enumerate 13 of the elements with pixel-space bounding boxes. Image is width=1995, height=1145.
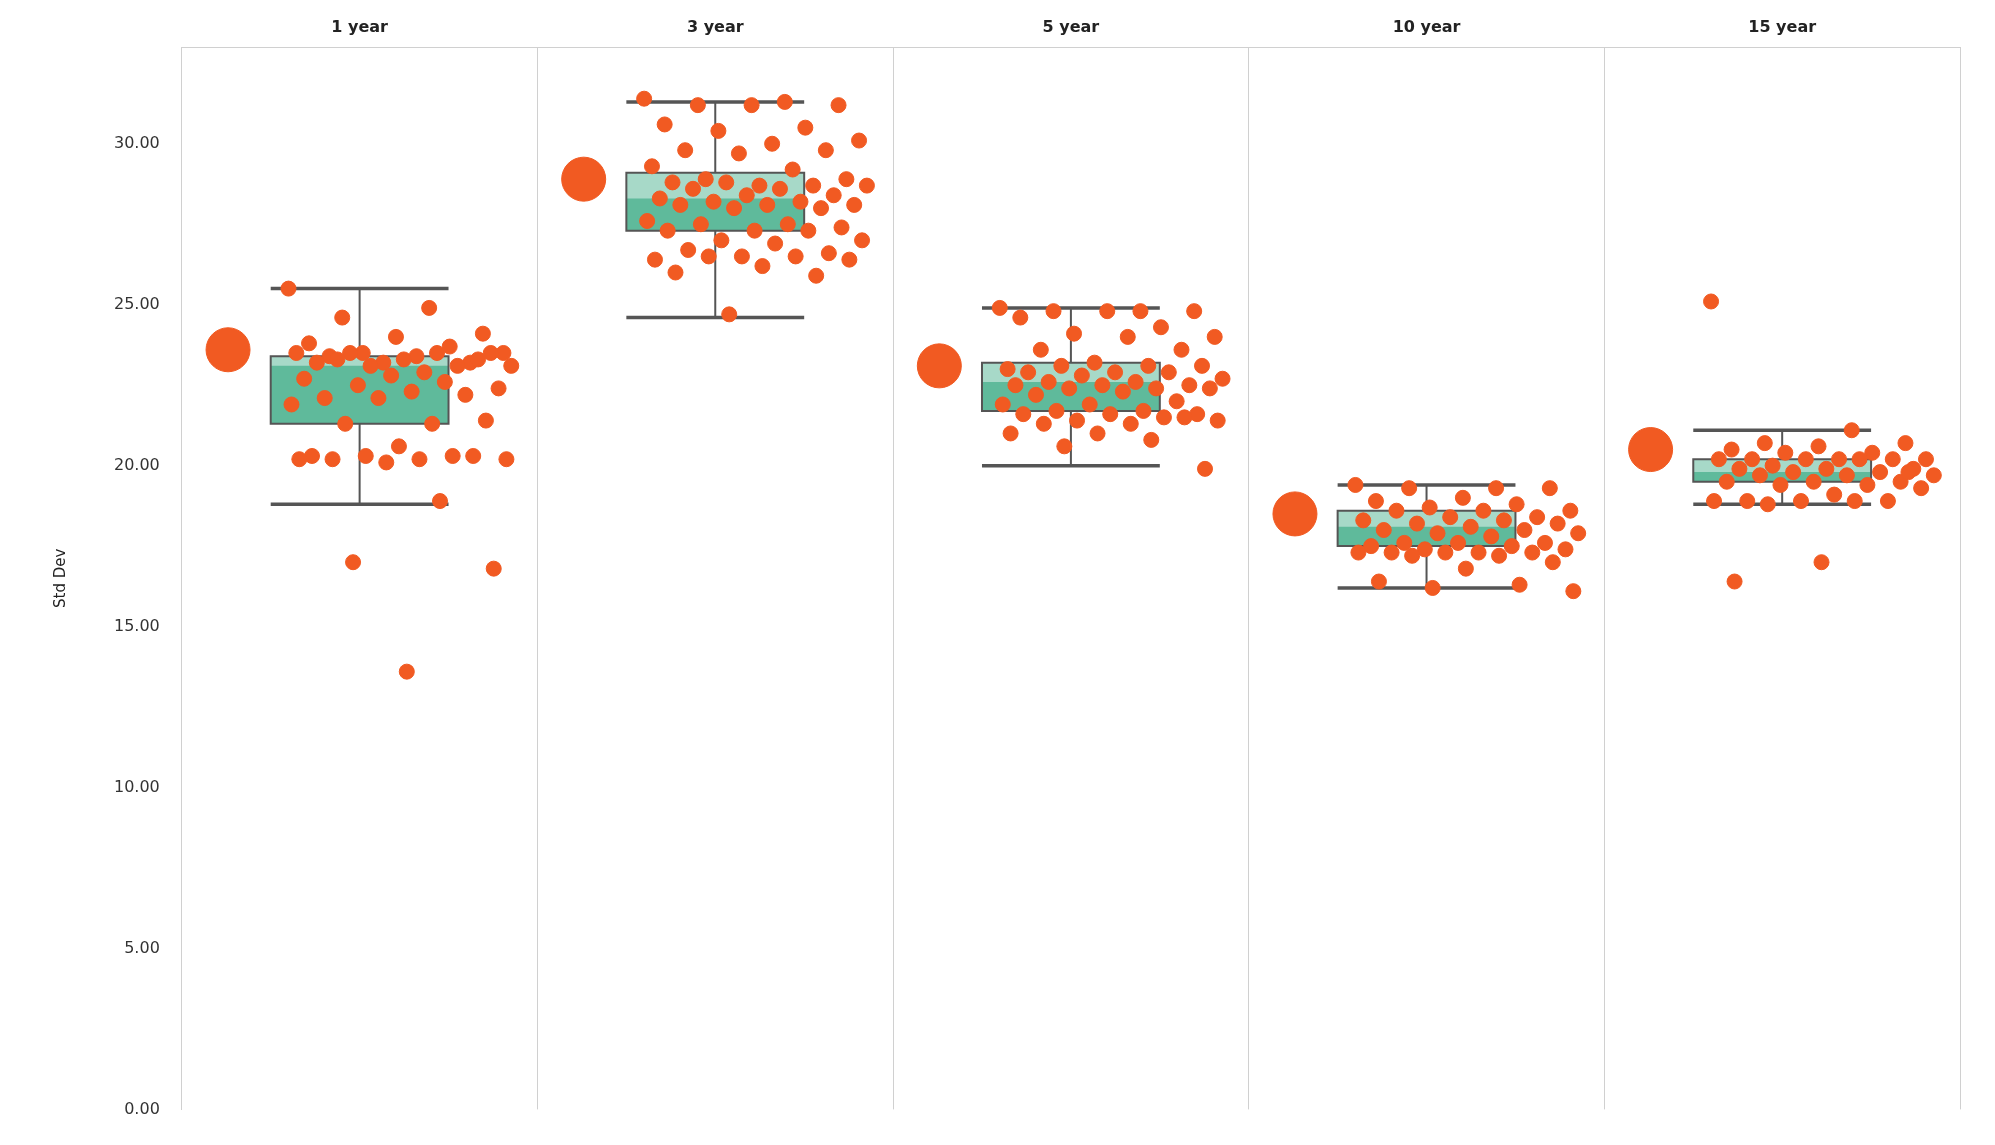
y-tick-label: 10.00 [113,776,160,796]
y-tick-label: 20.00 [113,454,160,474]
y-tick-label: 5.00 [124,937,160,957]
x-tick-label: 1 year [331,16,389,36]
x-tick-label: 5 year [1042,16,1100,36]
y-tick-label: 15.00 [113,615,160,635]
y-tick-label: 25.00 [113,293,160,313]
y-tick-label: 0.00 [124,1098,160,1118]
y-tick-label: 30.00 [113,132,160,152]
x-tick-label: 15 year [1748,16,1817,36]
x-tick-label: 3 year [686,16,744,36]
y-axis-title: Std Dev [50,548,69,608]
x-tick-label: 10 year [1392,16,1461,36]
